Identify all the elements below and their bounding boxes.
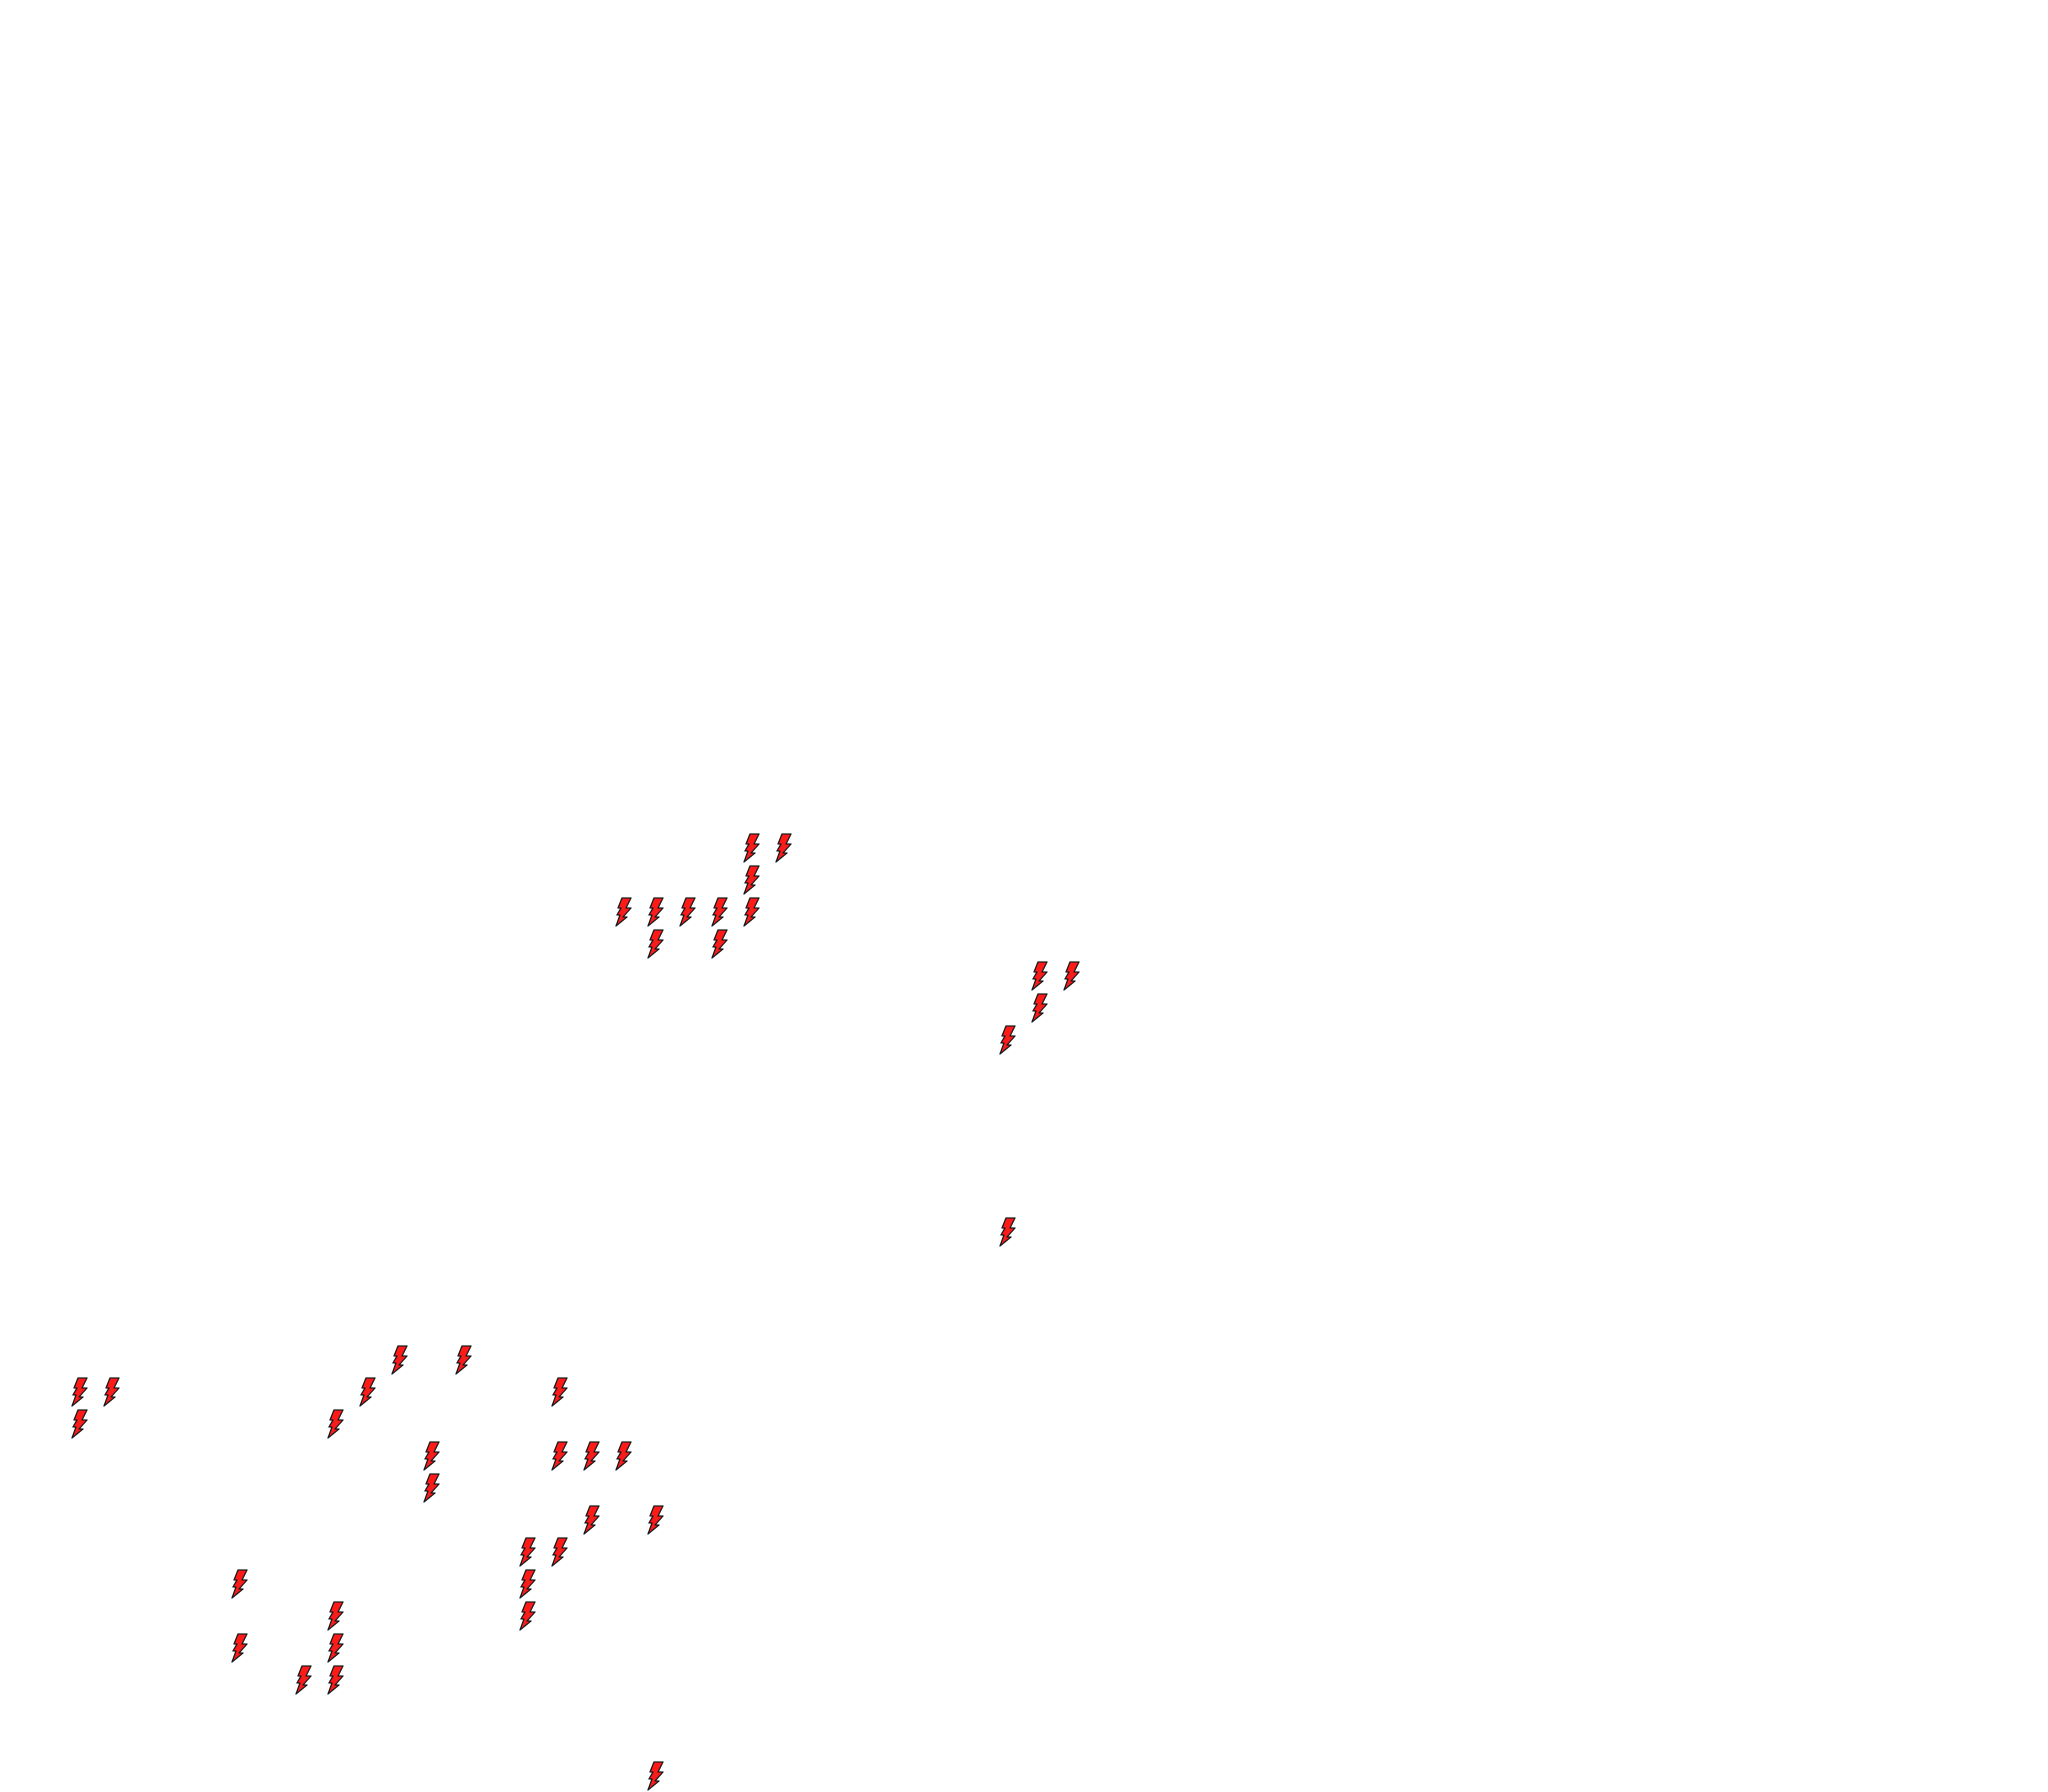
lightning-marker[interactable] — [518, 1569, 538, 1599]
lightning-bolt-icon — [551, 1441, 568, 1471]
lightning-bolt-icon — [615, 1441, 632, 1471]
lightning-marker[interactable] — [230, 1569, 250, 1599]
lightning-marker[interactable] — [582, 1441, 602, 1471]
lightning-bolt-icon — [455, 1345, 472, 1375]
lightning-bolt-icon — [1031, 993, 1048, 1023]
lightning-bolt-icon — [647, 1505, 664, 1535]
lightning-marker[interactable] — [646, 1761, 666, 1791]
lightning-bolt-icon — [327, 1409, 344, 1439]
lightning-bolt-icon — [1031, 961, 1048, 991]
lightning-bolt-icon — [711, 897, 728, 927]
lightning-marker[interactable] — [326, 1665, 346, 1695]
lightning-bolt-icon — [295, 1665, 312, 1695]
lightning-marker[interactable] — [1062, 961, 1082, 991]
lightning-marker[interactable] — [358, 1377, 378, 1407]
lightning-marker[interactable] — [614, 1441, 634, 1471]
lightning-bolt-icon — [647, 897, 664, 927]
lightning-marker[interactable] — [710, 897, 730, 927]
lightning-marker[interactable] — [454, 1345, 474, 1375]
lightning-bolt-icon — [103, 1377, 120, 1407]
lightning-marker[interactable] — [710, 929, 730, 959]
lightning-marker[interactable] — [230, 1633, 250, 1663]
lightning-bolt-icon — [71, 1377, 88, 1407]
lightning-bolt-icon — [679, 897, 696, 927]
lightning-bolt-icon — [615, 897, 632, 927]
lightning-bolt-icon — [583, 1441, 600, 1471]
lightning-marker[interactable] — [742, 833, 762, 863]
lightning-marker[interactable] — [582, 1505, 602, 1535]
lightning-marker[interactable] — [614, 897, 634, 927]
lightning-bolt-icon — [743, 865, 760, 895]
lightning-marker[interactable] — [1030, 961, 1050, 991]
lightning-marker[interactable] — [294, 1665, 314, 1695]
lightning-marker[interactable] — [422, 1473, 442, 1503]
lightning-bolt-icon — [743, 833, 760, 863]
lightning-bolt-icon — [743, 897, 760, 927]
lightning-bolt-icon — [583, 1505, 600, 1535]
lightning-marker[interactable] — [422, 1441, 442, 1471]
lightning-marker[interactable] — [1030, 993, 1050, 1023]
lightning-bolt-icon — [999, 1217, 1016, 1247]
lightning-bolt-icon — [647, 1761, 664, 1791]
lightning-bolt-icon — [71, 1409, 88, 1439]
lightning-bolt-icon — [327, 1601, 344, 1631]
lightning-marker[interactable] — [518, 1601, 538, 1631]
lightning-marker[interactable] — [390, 1345, 410, 1375]
lightning-marker[interactable] — [550, 1537, 570, 1567]
lightning-marker[interactable] — [646, 897, 666, 927]
lightning-marker[interactable] — [998, 1217, 1018, 1247]
lightning-marker[interactable] — [70, 1377, 90, 1407]
lightning-bolt-icon — [519, 1569, 536, 1599]
lightning-bolt-icon — [231, 1569, 248, 1599]
lightning-bolt-icon — [999, 1025, 1016, 1055]
lightning-bolt-icon — [359, 1377, 376, 1407]
lightning-bolt-icon — [423, 1441, 440, 1471]
lightning-bolt-icon — [327, 1665, 344, 1695]
lightning-marker[interactable] — [774, 833, 794, 863]
lightning-marker[interactable] — [998, 1025, 1018, 1055]
lightning-marker[interactable] — [678, 897, 698, 927]
lightning-marker[interactable] — [742, 897, 762, 927]
lightning-bolt-icon — [231, 1633, 248, 1663]
lightning-bolt-icon — [423, 1473, 440, 1503]
lightning-marker[interactable] — [518, 1537, 538, 1567]
lightning-marker[interactable] — [646, 1505, 666, 1535]
lightning-marker[interactable] — [70, 1409, 90, 1439]
lightning-bolt-icon — [711, 929, 728, 959]
lightning-bolt-icon — [1063, 961, 1080, 991]
lightning-bolt-icon — [519, 1537, 536, 1567]
lightning-bolt-icon — [551, 1537, 568, 1567]
lightning-bolt-icon — [647, 929, 664, 959]
lightning-marker[interactable] — [550, 1441, 570, 1471]
lightning-marker[interactable] — [742, 865, 762, 895]
lightning-bolt-icon — [551, 1377, 568, 1407]
lightning-bolt-icon — [391, 1345, 408, 1375]
lightning-bolt-icon — [327, 1633, 344, 1663]
lightning-marker[interactable] — [550, 1377, 570, 1407]
lightning-marker[interactable] — [326, 1633, 346, 1663]
lightning-marker[interactable] — [102, 1377, 122, 1407]
lightning-bolt-icon — [775, 833, 792, 863]
lightning-marker[interactable] — [326, 1409, 346, 1439]
lightning-marker[interactable] — [326, 1601, 346, 1631]
lightning-bolt-icon — [519, 1601, 536, 1631]
lightning-marker[interactable] — [646, 929, 666, 959]
